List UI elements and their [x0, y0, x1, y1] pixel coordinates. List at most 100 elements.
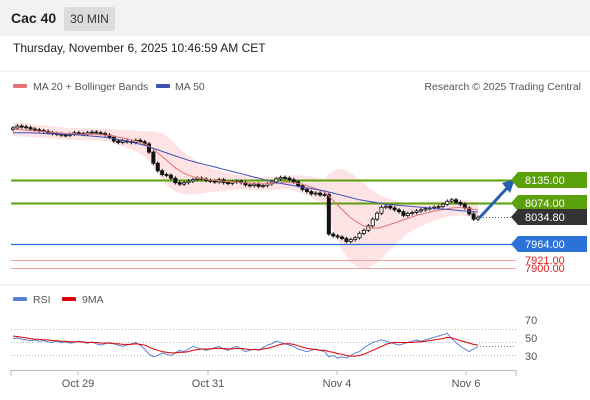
ma9-line [12, 335, 479, 357]
rsi-layer [11, 329, 516, 359]
candle-body [76, 132, 81, 135]
candle-body [256, 183, 261, 187]
rsi-y-ticks: 70 50 30 [525, 315, 537, 363]
candle-body [32, 128, 37, 131]
candle-body [116, 140, 121, 143]
candle-body [401, 211, 406, 216]
candle-body [252, 183, 257, 187]
candle-body [331, 233, 336, 237]
candle-body [278, 177, 283, 180]
candle [24, 124, 29, 130]
candle-body [291, 179, 296, 183]
candle [418, 207, 423, 213]
ma9-legend-label: 9MA [82, 294, 104, 306]
candle [15, 124, 20, 130]
ma50-line [13, 132, 479, 213]
candle-body [63, 134, 68, 137]
candle [247, 183, 252, 188]
candle-body [379, 206, 384, 214]
candle [344, 236, 349, 244]
candle-body [182, 182, 187, 185]
candle-body [383, 205, 388, 208]
candle-body [326, 194, 331, 235]
candle [353, 235, 358, 242]
candle [357, 231, 362, 240]
candle [186, 179, 191, 185]
candle-body [414, 210, 419, 213]
level-label-8074.00: 8074.00 [525, 198, 565, 210]
rsi-tick-30: 30 [525, 351, 537, 363]
candle [146, 142, 151, 154]
level-tag-7964.00 [511, 236, 587, 252]
candle [414, 209, 419, 215]
candle-body [282, 177, 287, 179]
rsi-tick-70: 70 [525, 315, 537, 327]
candle-body [173, 177, 178, 184]
projection-arrow-shaft [478, 185, 510, 219]
candle-body [397, 209, 402, 213]
candle [331, 232, 336, 238]
candle-body [454, 199, 459, 203]
rsi-legend-swatch [13, 297, 27, 301]
projection-arrow-head [502, 179, 515, 194]
candle [370, 217, 375, 228]
candle-body [19, 125, 24, 128]
candle-body [423, 208, 428, 211]
candle-body [318, 192, 323, 196]
candle-body [212, 180, 217, 183]
candle-body [28, 127, 33, 130]
x-axis-ticks: Oct 29 Oct 31 Nov 4 Nov 6 [62, 370, 481, 390]
candle [278, 175, 283, 181]
candle-body [274, 178, 279, 183]
candle-body [471, 213, 476, 220]
candle-body [186, 180, 191, 184]
candle-body [160, 170, 165, 175]
level-label-7900.00: 7900.00 [525, 263, 565, 275]
candle [168, 173, 173, 181]
candle-body [353, 237, 358, 241]
candle [405, 211, 410, 218]
candle [282, 175, 287, 181]
candle-body [225, 182, 230, 185]
candle-body [392, 207, 397, 211]
candle [340, 235, 345, 241]
x-tick-oct29: Oct 29 [62, 378, 94, 390]
candle-body [405, 213, 410, 216]
candle-body [287, 177, 292, 181]
candle [379, 205, 384, 216]
candle [410, 210, 415, 216]
candle-body [146, 143, 151, 153]
candle [287, 176, 292, 182]
candle-body [15, 125, 20, 129]
candle [454, 197, 459, 205]
candle-body [440, 203, 445, 207]
candle-body [151, 151, 156, 164]
candle-body [313, 192, 318, 195]
candle [155, 161, 160, 173]
ma20-legend-swatch [13, 84, 27, 88]
rsi-line [12, 332, 479, 359]
candle-body [138, 139, 143, 143]
timeframe-button[interactable]: 30 MIN [64, 7, 115, 31]
candle [309, 189, 314, 196]
candle-body [261, 185, 266, 188]
candle-body [375, 212, 380, 220]
candle-body [247, 184, 252, 187]
candle-body [120, 140, 125, 143]
ma50-legend-swatch [156, 84, 170, 88]
candle [471, 212, 476, 222]
candle [173, 176, 178, 185]
ma50-legend-label: MA 50 [175, 81, 205, 93]
candle-body [89, 131, 94, 134]
candle-body [322, 194, 327, 196]
candle [304, 187, 309, 194]
candle [361, 228, 366, 236]
candle [160, 168, 165, 177]
candle-body [304, 188, 309, 192]
candle [261, 183, 266, 189]
candle-body [335, 235, 340, 238]
candle [19, 124, 24, 129]
candle [397, 207, 402, 214]
x-tick-nov6: Nov 6 [452, 378, 481, 390]
